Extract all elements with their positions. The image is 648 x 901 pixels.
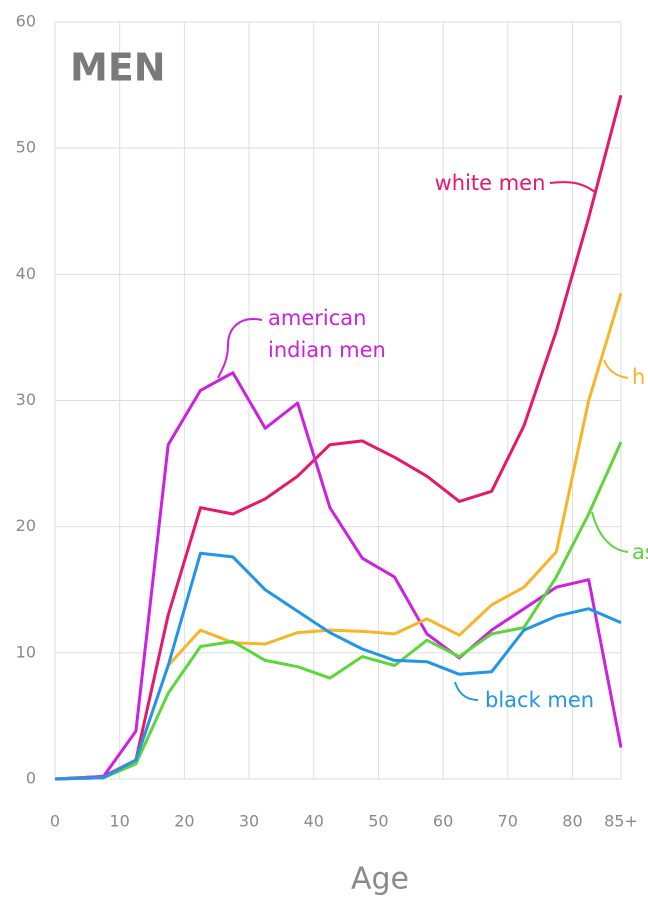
series-line — [54, 551, 622, 781]
y-tick-label: 40 — [16, 264, 36, 283]
y-tick-label: 50 — [16, 138, 36, 157]
x-tick-label: 80 — [562, 812, 582, 831]
series-line — [54, 441, 623, 781]
x-tick-label: 30 — [239, 812, 259, 831]
y-tick-label: 60 — [16, 12, 36, 31]
x-tick-label: 40 — [304, 812, 324, 831]
callout-line — [217, 318, 263, 379]
series-label: as — [632, 540, 648, 564]
callout-line — [603, 359, 629, 379]
x-tick-label: 10 — [110, 812, 130, 831]
y-tick-label: 0 — [26, 769, 36, 788]
x-tick-label: 60 — [433, 812, 453, 831]
x-tick-label: 0 — [50, 812, 60, 831]
x-tick-label: 50 — [368, 812, 388, 831]
series-label: black men — [485, 688, 594, 712]
series-label: white men — [435, 171, 546, 195]
callout-line — [591, 511, 629, 553]
series-line — [54, 94, 623, 781]
x-tick-label: 85+ — [604, 812, 638, 831]
series-label: american indian men — [268, 306, 386, 362]
y-tick-label: 10 — [16, 642, 36, 661]
x-tick-label: 20 — [174, 812, 194, 831]
callout-line — [549, 181, 596, 193]
x-axis-label: Age — [351, 862, 409, 897]
chart-title: MEN — [70, 46, 166, 90]
y-tick-label: 20 — [16, 516, 36, 535]
series-line — [54, 371, 623, 781]
x-tick-label: 70 — [498, 812, 518, 831]
y-tick-label: 30 — [16, 390, 36, 409]
callout-line — [454, 681, 479, 701]
series-label: h — [632, 365, 645, 389]
